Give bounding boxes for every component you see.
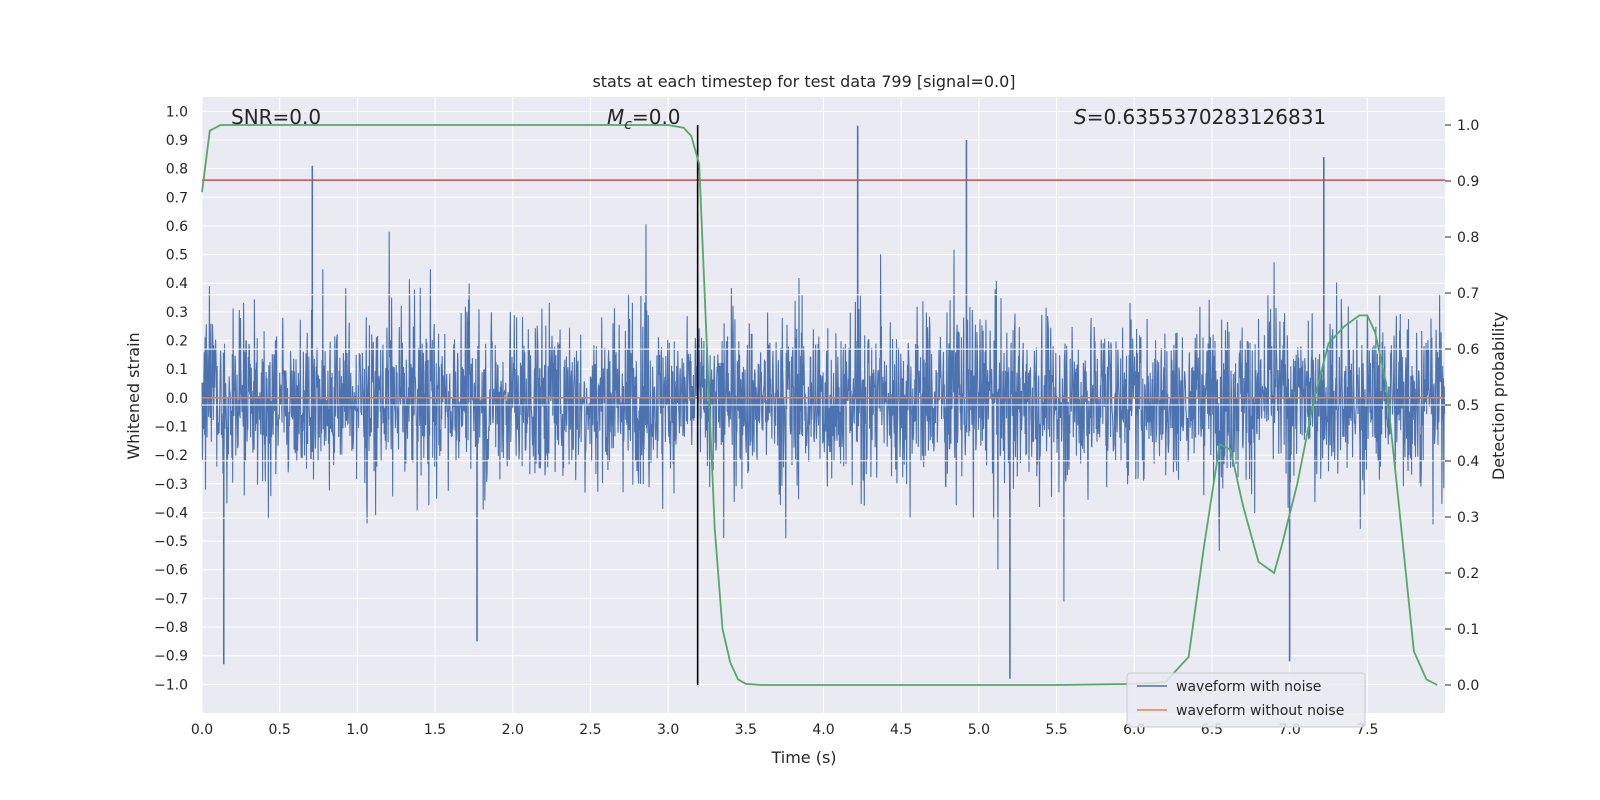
y-left-tick-label: −0.7	[154, 591, 188, 607]
x-tick-label: 3.0	[657, 722, 679, 738]
legend-label-clean: waveform without noise	[1176, 703, 1344, 719]
x-tick-label: 2.5	[579, 722, 601, 738]
y-left-tick-label: −0.5	[154, 534, 188, 550]
s-value: =0.6355370283126831	[1087, 105, 1326, 129]
significance-annotation: S=0.6355370283126831	[1074, 105, 1326, 129]
y-left-tick-label: 0.9	[166, 133, 188, 149]
y-left-tick-label: 0.8	[166, 162, 188, 178]
y-left-tick-label: 0.1	[166, 362, 188, 378]
y-right-tick-label: 1.0	[1457, 118, 1479, 134]
y-left-axis-ticks: 1.0 0.9 0.8 0.7 0.6 0.5 0.4 0.3 0.2 0.1 0.0 −0.1 −0.…	[154, 104, 188, 693]
mc-subscript: c	[624, 117, 632, 133]
y-left-tick-label: 0.5	[166, 248, 188, 264]
y-left-tick-label: −0.4	[154, 505, 188, 521]
y-right-tick-label: 0.8	[1457, 230, 1479, 246]
y-left-tick-label: 0.2	[166, 334, 188, 350]
y-right-tick-label: 0.3	[1457, 510, 1479, 526]
y-left-axis-label: Whitened strain	[124, 332, 143, 459]
y-left-tick-label: 0.4	[166, 276, 188, 292]
y-right-tick-label: 0.5	[1457, 398, 1479, 414]
y-left-tick-label: −0.8	[154, 620, 188, 636]
x-tick-label: 4.0	[812, 722, 834, 738]
y-left-tick-label: −0.6	[154, 563, 188, 579]
x-tick-label: 1.0	[346, 722, 368, 738]
x-tick-label: 2.0	[502, 722, 524, 738]
x-tick-label: 0.5	[269, 722, 291, 738]
legend-box	[1126, 672, 1366, 728]
y-left-tick-label: −1.0	[154, 677, 188, 693]
x-axis-label: Time (s)	[770, 748, 836, 767]
chirp-mass-annotation: Mc=0.0	[607, 105, 681, 133]
mc-value: =0.0	[632, 105, 681, 129]
y-right-axis-ticks: 1.0 0.9 0.8 0.7 0.6 0.5 0.4 0.3 0.2 0.1 0.0	[1445, 118, 1479, 694]
s-symbol: S	[1074, 105, 1087, 129]
x-tick-label: 5.0	[968, 722, 990, 738]
x-tick-label: 3.5	[735, 722, 757, 738]
snr-annotation: SNR=0.0	[231, 105, 321, 129]
y-right-tick-label: 0.2	[1457, 566, 1479, 582]
y-left-tick-label: 0.6	[166, 219, 188, 235]
chart-title: stats at each timestep for test data 799…	[592, 72, 1015, 91]
y-right-tick-label: 0.1	[1457, 622, 1479, 638]
x-tick-label: 1.5	[424, 722, 446, 738]
y-left-tick-label: −0.2	[154, 448, 188, 464]
y-left-tick-label: −0.3	[154, 477, 188, 493]
x-tick-label: 4.5	[890, 722, 912, 738]
y-right-tick-label: 0.0	[1457, 678, 1479, 694]
x-tick-label: 5.5	[1045, 722, 1067, 738]
y-left-tick-label: 0.3	[166, 305, 188, 321]
y-right-tick-label: 0.9	[1457, 174, 1479, 190]
y-left-tick-label: 0.7	[166, 190, 188, 206]
y-left-tick-label: −0.1	[154, 419, 188, 435]
y-left-tick-label: −0.9	[154, 649, 188, 665]
y-right-tick-label: 0.4	[1457, 454, 1479, 470]
y-right-axis-label: Detection probability	[1489, 312, 1508, 480]
y-right-tick-label: 0.7	[1457, 286, 1479, 302]
mc-symbol: M	[607, 105, 624, 129]
legend: waveform with noise waveform without noi…	[1126, 672, 1366, 728]
y-left-tick-label: 0.0	[166, 391, 188, 407]
y-left-tick-label: 1.0	[166, 104, 188, 120]
x-tick-label: 0.0	[191, 722, 213, 738]
legend-label-noisy: waveform with noise	[1176, 679, 1321, 695]
y-right-tick-label: 0.6	[1457, 342, 1479, 358]
